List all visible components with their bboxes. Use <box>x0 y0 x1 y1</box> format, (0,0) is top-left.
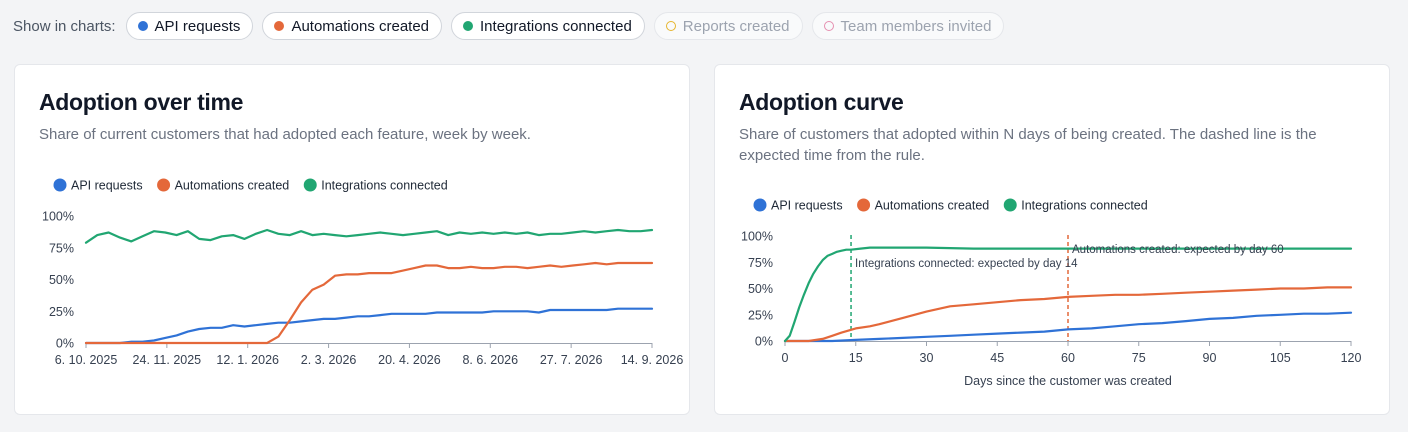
legend-marker-1 <box>857 198 871 212</box>
y-tick-label: 100% <box>42 210 74 224</box>
filter-chip-label: Automations created <box>291 17 430 35</box>
x-axis-title: Days since the customer was created <box>964 374 1172 388</box>
x-tick-label: 15 <box>849 351 863 365</box>
series-color-dot-icon <box>823 21 834 31</box>
legend-marker-2 <box>1003 198 1017 212</box>
x-tick-label: 120 <box>1341 351 1362 365</box>
x-tick-label: 0 <box>782 351 789 365</box>
filter-chip-auto[interactable]: Automations created <box>262 12 443 40</box>
series-filter-bar: Show in charts: API requests Automations … <box>13 12 1013 40</box>
legend-label-0: API requests <box>71 179 143 193</box>
x-tick-label: 30 <box>920 351 934 365</box>
filter-chip-reports[interactable]: Reports created <box>653 12 803 40</box>
filter-chip-label: Team members invited <box>840 17 992 35</box>
x-tick-label: 45 <box>990 351 1004 365</box>
expected-day-label-1: Automations created: expected by day 60 <box>1072 244 1284 256</box>
x-tick-label: 24. 11. 2025 <box>133 353 202 367</box>
x-tick-label: 12. 1. 2026 <box>216 353 279 367</box>
series-color-dot-icon <box>665 21 676 31</box>
legend-marker-0 <box>753 198 767 212</box>
card-subtitle: Share of current customers that had adop… <box>39 126 531 143</box>
x-tick-label: 20. 4. 2026 <box>378 353 441 367</box>
filter-chip-team[interactable]: Team members invited <box>811 12 1005 40</box>
series-line-0 <box>84 307 654 345</box>
y-tick-label: 50% <box>49 273 74 287</box>
card-title: Adoption over time <box>39 89 244 115</box>
filter-chip-label: Integrations connected <box>480 17 632 35</box>
filter-chip-group: API requests Automations created Integrati… <box>125 12 1014 40</box>
series-line-2 <box>783 246 1353 343</box>
series-color-dot-icon <box>274 21 285 31</box>
series-line-1 <box>84 261 654 345</box>
legend-label-2: Integrations connected <box>321 179 448 193</box>
adoption-curve-card: Adoption curve Share of customers that a… <box>714 64 1390 415</box>
y-tick-label: 25% <box>49 305 74 319</box>
filter-label: Show in charts: <box>13 17 116 35</box>
y-tick-label: 25% <box>748 308 773 322</box>
expected-day-label-0: Integrations connected: expected by day … <box>855 258 1078 270</box>
x-tick-label: 75 <box>1132 351 1146 365</box>
x-tick-label: 105 <box>1270 351 1291 365</box>
card-title: Adoption curve <box>739 89 904 115</box>
adoption-over-time-chart: API requests Automations created Integrati… <box>42 178 684 367</box>
y-tick-label: 0% <box>56 337 74 351</box>
filter-chip-integ[interactable]: Integrations connected <box>451 12 645 40</box>
series-line-2 <box>84 228 654 244</box>
x-tick-label: 6. 10. 2025 <box>55 353 118 367</box>
x-tick-label: 27. 7. 2026 <box>540 353 603 367</box>
y-tick-label: 0% <box>755 335 773 349</box>
x-tick-label: 60 <box>1061 351 1075 365</box>
x-tick-label: 14. 9. 2026 <box>621 353 684 367</box>
x-tick-label: 90 <box>1203 351 1217 365</box>
y-tick-label: 75% <box>748 256 773 270</box>
y-tick-label: 75% <box>49 241 74 255</box>
filter-chip-label: API requests <box>154 17 241 35</box>
adoption-over-time-card: Adoption over time Share of current cust… <box>14 64 690 415</box>
y-tick-label: 100% <box>741 230 773 244</box>
legend-label-2: Integrations connected <box>1021 199 1148 213</box>
legend-marker-1 <box>157 178 171 192</box>
series-line-1 <box>783 286 1353 343</box>
legend-label-1: Automations created <box>875 199 990 213</box>
card-subtitle: Share of customers that adopted within N… <box>739 126 1317 164</box>
filter-chip-api[interactable]: API requests <box>125 12 254 40</box>
series-line-0 <box>783 311 1353 343</box>
x-tick-label: 8. 6. 2026 <box>462 353 518 367</box>
adoption-curve-chart: API requests Automations created Integrati… <box>741 198 1362 388</box>
series-color-dot-icon <box>137 21 148 31</box>
legend-label-0: API requests <box>771 199 843 213</box>
series-color-dot-icon <box>463 21 474 31</box>
filter-chip-label: Reports created <box>682 17 790 35</box>
legend-marker-2 <box>303 178 317 192</box>
x-tick-label: 2. 3. 2026 <box>301 353 357 367</box>
legend-marker-0 <box>53 178 67 192</box>
y-tick-label: 50% <box>748 282 773 296</box>
legend-label-1: Automations created <box>175 179 290 193</box>
